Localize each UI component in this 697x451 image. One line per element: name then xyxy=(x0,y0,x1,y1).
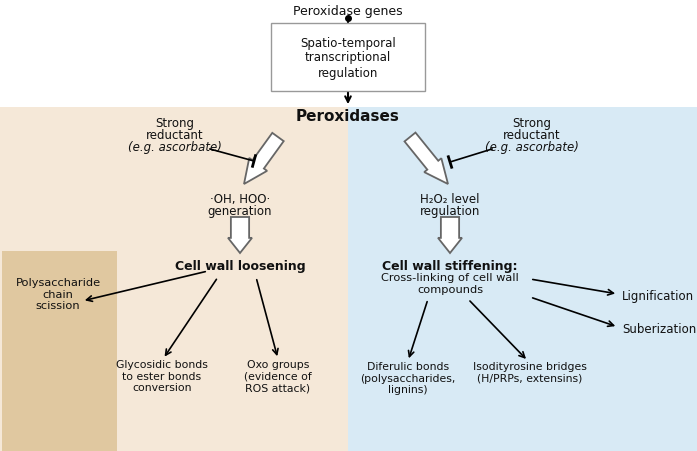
Text: reductant: reductant xyxy=(146,129,204,142)
Bar xyxy=(0,108,348,451)
Text: generation: generation xyxy=(208,205,273,217)
Text: Cell wall stiffening:: Cell wall stiffening: xyxy=(382,259,518,272)
Text: Isodityrosine bridges
(H/PRPs, extensins): Isodityrosine bridges (H/PRPs, extensins… xyxy=(473,361,587,383)
Text: Suberization: Suberization xyxy=(622,322,696,335)
Text: Strong: Strong xyxy=(512,117,551,130)
Text: Spatio-temporal
transcriptional
regulation: Spatio-temporal transcriptional regulati… xyxy=(300,37,396,79)
Text: Polysaccharide
chain
scission: Polysaccharide chain scission xyxy=(15,277,100,310)
Polygon shape xyxy=(244,133,284,184)
Text: Diferulic bonds
(polysaccharides,
lignins): Diferulic bonds (polysaccharides, lignin… xyxy=(360,361,456,394)
Text: Peroxidases: Peroxidases xyxy=(296,109,400,124)
Text: Peroxidase genes: Peroxidase genes xyxy=(293,5,403,18)
Polygon shape xyxy=(404,133,448,184)
Polygon shape xyxy=(228,217,252,253)
Text: ·OH, HOO·: ·OH, HOO· xyxy=(210,193,270,206)
Text: Cell wall loosening: Cell wall loosening xyxy=(175,259,305,272)
Text: regulation: regulation xyxy=(420,205,480,217)
Text: reductant: reductant xyxy=(503,129,561,142)
Bar xyxy=(348,108,697,451)
Polygon shape xyxy=(438,217,462,253)
Text: (e.g. ascorbate): (e.g. ascorbate) xyxy=(485,141,579,154)
Text: Oxo groups
(evidence of
ROS attack): Oxo groups (evidence of ROS attack) xyxy=(244,359,312,392)
Bar xyxy=(2,252,117,451)
Text: H₂O₂ level: H₂O₂ level xyxy=(420,193,480,206)
Text: (e.g. ascorbate): (e.g. ascorbate) xyxy=(128,141,222,154)
Text: Cross-linking of cell wall
compounds: Cross-linking of cell wall compounds xyxy=(381,272,519,294)
Text: Glycosidic bonds
to ester bonds
conversion: Glycosidic bonds to ester bonds conversi… xyxy=(116,359,208,392)
FancyBboxPatch shape xyxy=(271,24,425,92)
Text: Strong: Strong xyxy=(155,117,194,130)
Text: Lignification: Lignification xyxy=(622,290,694,302)
